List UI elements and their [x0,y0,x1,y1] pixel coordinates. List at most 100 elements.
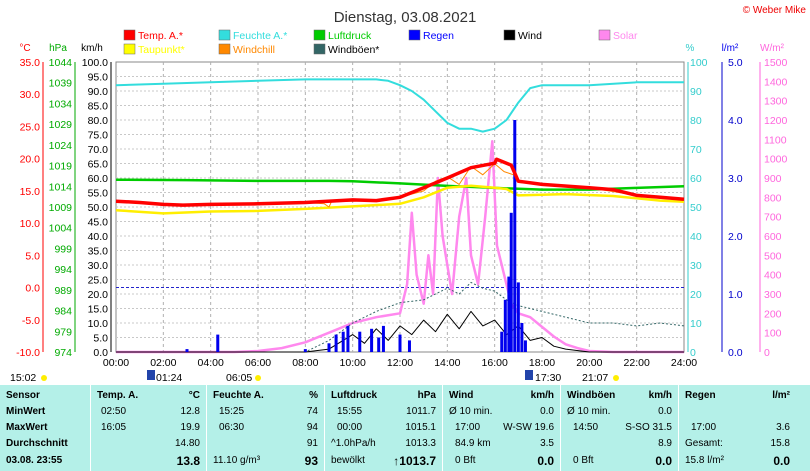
rain-bar [185,349,189,352]
tick-label-press: 999 [54,243,72,255]
legend-label: Taupunkt* [138,44,185,56]
tick-label-time: 24:00 [671,357,697,369]
rain-bar [303,349,307,352]
stats-table: Sensor MinWert MaxWert Durchschnitt 03.0… [0,385,810,471]
chart-svg: Dienstag, 03.08.2021 © Weber Mike Temp. A.… [10,5,806,384]
stats-unit-rain: l/m² [772,390,790,401]
series-line-feuchtea [115,78,684,133]
tick-label-wind: 40.0 [88,231,109,243]
moon-rise-icon [147,370,155,380]
tick-label-hum: 20 [690,289,702,301]
stats-header-sensor: Sensor [6,390,40,401]
stats-col-hum: Feuchte A. % 15:25 74 06:30 94 91 11.10 … [206,385,324,471]
press-current-value: ↑1013.7 [393,454,436,468]
stats-unit-gust: km/h [648,390,672,401]
rain-bar [377,337,381,352]
tick-label-solar: 100 [764,328,782,340]
rain-bar [327,343,331,352]
tick-label-temp: -10.0 [16,347,40,359]
legend-label: Windböen* [328,44,379,56]
tick-label-wind: 70.0 [88,144,109,156]
series-line-wind [116,310,684,353]
legend-label: Feuchte A.* [233,30,287,42]
hum-current-value: 93 [304,454,318,468]
rain-bar [216,334,220,352]
stats-unit-wind: km/h [530,390,554,401]
legend-swatch [218,29,231,41]
press-avg-value: 1013.3 [405,438,436,449]
press-forecast: bewölkt [331,455,365,466]
tick-label-wind: 20.0 [88,289,109,301]
wind-min-value: 0.0 [540,406,554,417]
press-trend: ^1.0hPa/h [331,438,376,449]
tick-label-press: 1014 [49,181,73,193]
stats-col-press: Luftdruck hPa 15:55 1011.7 00:00 1015.1 … [324,385,442,471]
tick-label-time: 22:00 [624,357,650,369]
rain-bar [407,340,411,352]
wind-avg-value: 3.5 [540,438,554,449]
rain-bar [370,328,374,352]
rain-current-total: 15.8 l/m² [685,455,724,466]
tick-label-hum: 40 [690,231,702,243]
stats-label-min: MinWert [6,406,46,417]
temp-max-time: 16:05 [101,422,127,433]
tick-label-temp: 35.0 [20,57,41,69]
stats-unit-hum: % [309,390,318,401]
tick-label-wind: 95.0 [88,72,109,84]
tick-label-solar: 1300 [764,96,788,108]
tick-label-press: 1029 [49,119,73,131]
moonrise-label: 01:24 [156,372,182,384]
wind-max-value: W-SW 19.6 [503,422,554,433]
weather-chart: Dienstag, 03.08.2021 © Weber Mike Temp. A.… [10,5,806,384]
tick-label-solar: 600 [764,231,782,243]
wind-max-time: 17:00 [455,422,481,433]
rain-bar [503,299,507,352]
gust-avg-value: 8.9 [658,438,672,449]
tick-label-solar: 1200 [764,115,788,127]
stats-label-max: MaxWert [6,422,48,433]
gust-min-label: Ø 10 min. [567,406,611,417]
tick-label-wind: 75.0 [88,130,109,142]
tick-label-wind: 100.0 [82,57,108,69]
sunset-icon [613,375,619,381]
tick-label-solar: 1000 [764,154,788,166]
stats-label-date: 03.08. 23:55 [6,455,63,466]
tick-label-wind: 80.0 [88,115,109,127]
temp-avg-value: 14.80 [174,438,200,449]
tick-label-press: 984 [54,306,72,318]
sun-icon [41,375,47,381]
tick-label-press: 1044 [49,57,73,69]
hum-avg-value: 91 [306,438,318,449]
tick-label-rain: 4.0 [728,115,743,127]
tick-label-wind: 30.0 [88,260,109,272]
tick-label-wind: 45.0 [88,217,109,229]
tick-label-press: 1009 [49,202,73,214]
hum-min-value: 74 [306,406,318,417]
tick-label-rain: 0.0 [728,347,743,359]
temp-min-time: 02:50 [101,406,127,417]
rain-bar [523,340,527,352]
tick-label-time: 04:00 [198,357,224,369]
legend-label: Wind [518,30,542,42]
tick-label-temp: 30.0 [20,89,41,101]
tick-label-wind: 60.0 [88,173,109,185]
tick-label-wind: 10.0 [88,318,109,330]
tick-label-time: 14:00 [434,357,460,369]
legend-label: Windchill [233,44,275,56]
tick-label-rain: 2.0 [728,231,743,243]
tick-label-temp: 15.0 [20,186,41,198]
rain-current-value: 0.0 [773,454,790,468]
tick-label-solar: 200 [764,308,782,320]
stats-header-wind: Wind [449,390,474,401]
rain-bar [513,120,517,352]
temp-current-value: 13.8 [176,454,200,468]
tick-label-hum: 60 [690,173,702,185]
wind-run: 84.9 km [455,438,491,449]
hum-max-time: 06:30 [219,422,245,433]
legend-swatch [218,43,231,55]
tick-label-time: 12:00 [387,357,413,369]
stats-col-rain: Regen l/m² 17:00 3.6 Gesamt: 15.8 15.8 l… [678,385,796,471]
rain-bar [500,331,504,352]
rain-max-time: 17:00 [691,422,717,433]
rain-total-label: Gesamt: [685,438,723,449]
